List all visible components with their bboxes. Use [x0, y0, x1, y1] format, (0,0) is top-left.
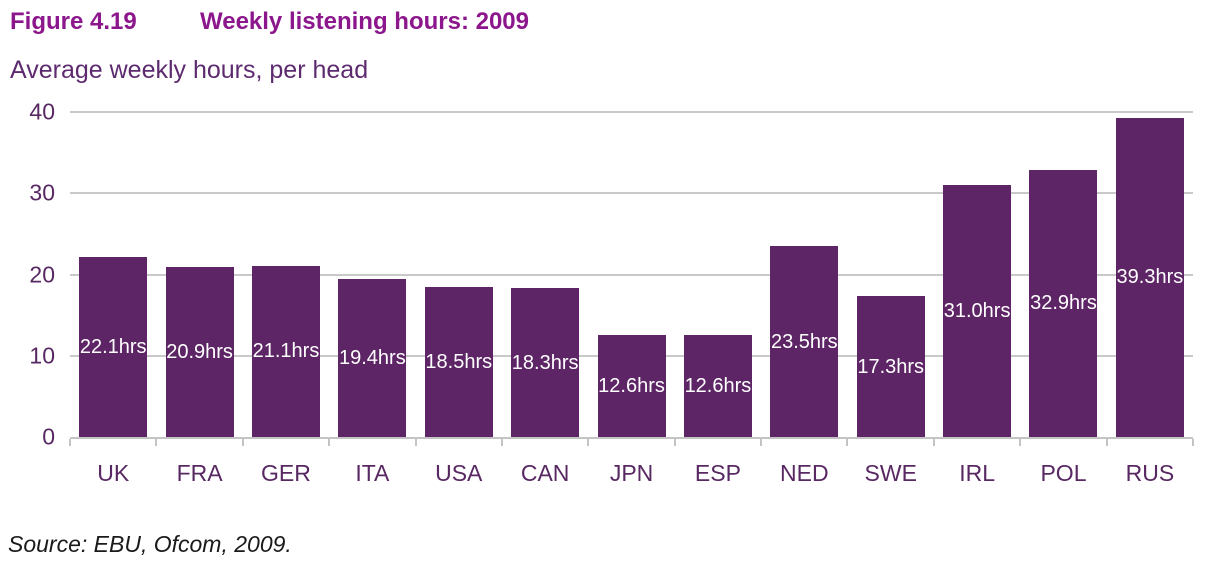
figure-number: Figure 4.19: [10, 8, 137, 35]
x-axis-tick: [500, 439, 503, 446]
x-axis-tick: [328, 439, 331, 446]
bar-value-label: 18.3hrs: [511, 351, 579, 374]
x-axis-tick: [673, 439, 676, 446]
bar-cell-esp: 12.6hrs: [675, 112, 761, 437]
bar-ned: 23.5hrs: [770, 246, 839, 437]
y-axis-tick-label-40: 40: [29, 98, 55, 125]
plot-area: 0 10 20 30 40 22.1hrs 20.9hrs 21.1hrs 19.4hrs 18…: [29, 100, 1194, 448]
bar-swe: 17.3hrs: [856, 296, 925, 437]
x-axis-label-swe: SWE: [864, 460, 917, 486]
bars-container: 22.1hrs 20.9hrs 21.1hrs 19.4hrs 18.5hrs 18.3h…: [70, 112, 1193, 437]
x-axis-tick: [1019, 439, 1022, 446]
bar-value-label: 31.0hrs: [943, 300, 1011, 323]
bar-fra: 20.9hrs: [165, 267, 234, 437]
x-axis-tick: [846, 439, 849, 446]
x-axis-label-jpn: JPN: [609, 460, 654, 486]
x-axis-label-fra: FRA: [176, 460, 223, 486]
x-axis-tick: [1105, 439, 1108, 446]
x-axis-label-pol: POL: [1040, 460, 1087, 486]
bar-can: 18.3hrs: [511, 288, 580, 437]
bar-value-label: 19.4hrs: [339, 347, 406, 370]
bar-value-label: 39.3hrs: [1116, 266, 1184, 289]
x-axis-tick: [760, 439, 763, 446]
bar-value-label: 17.3hrs: [857, 355, 925, 378]
bar-rus: 39.3hrs: [1115, 117, 1184, 437]
bar-cell-rus: 39.3hrs: [1107, 112, 1193, 437]
x-axis-tick: [1192, 439, 1194, 446]
x-axis-label-usa: USA: [435, 460, 483, 486]
x-axis-tick: [155, 439, 158, 446]
bar-uk: 22.1hrs: [79, 257, 148, 437]
gridline-40: [70, 111, 1193, 113]
bar-cell-usa: 18.5hrs: [416, 112, 502, 437]
bar-cell-uk: 22.1hrs: [70, 112, 156, 437]
bar-value-label: 20.9hrs: [166, 341, 233, 364]
bar-ita: 19.4hrs: [338, 279, 407, 437]
x-axis-label-ger: GER: [261, 460, 311, 486]
source-note: Source: EBU, Ofcom, 2009.: [8, 531, 292, 557]
bar-value-label: 12.6hrs: [598, 374, 665, 397]
bar-jpn: 12.6hrs: [597, 334, 666, 437]
bar-cell-can: 18.3hrs: [502, 112, 588, 437]
bar-value-label: 32.9hrs: [1030, 292, 1097, 315]
x-axis-labels: UK FRA GER ITA USA CAN JPN ESP NED SWE IRL POL RUS: [70, 460, 1193, 487]
figure-title-row: Figure 4.19 Weekly listening hours: 2009: [10, 8, 529, 36]
y-axis-tick-label-30: 30: [29, 179, 55, 206]
x-axis-label-irl: IRL: [959, 460, 995, 486]
x-axis-tick: [932, 439, 935, 446]
y-axis: 0 10 20 30 40: [0, 100, 55, 448]
bar-cell-ned: 23.5hrs: [761, 112, 847, 437]
x-axis-tick: [241, 439, 244, 446]
x-axis-label-esp: ESP: [694, 460, 741, 486]
chart-unit-subtitle: Average weekly hours, per head: [10, 56, 369, 84]
x-axis-label-can: CAN: [520, 460, 570, 486]
bar-cell-pol: 32.9hrs: [1020, 112, 1106, 437]
bar-cell-swe: 17.3hrs: [848, 112, 934, 437]
bar-value-label: 18.5hrs: [425, 350, 493, 373]
bar-value-label: 12.6hrs: [684, 374, 752, 397]
y-axis-tick-label-10: 10: [29, 342, 55, 369]
gridline-20: [70, 273, 1193, 276]
bar-value-label: 22.1hrs: [79, 336, 147, 359]
bar-cell-irl: 31.0hrs: [934, 112, 1020, 437]
y-axis-tick-label-20: 20: [29, 261, 55, 287]
x-axis-label-ita: ITA: [355, 460, 390, 486]
bar-cell-jpn: 12.6hrs: [588, 112, 674, 437]
bar-esp: 12.6hrs: [683, 334, 752, 437]
bar-cell-fra: 20.9hrs: [156, 112, 242, 437]
bar-usa: 18.5hrs: [424, 286, 493, 437]
gridline-30: [70, 192, 1193, 195]
y-axis-tick-label-0: 0: [42, 423, 55, 450]
x-axis-tick: [587, 439, 590, 446]
x-axis-tick: [69, 439, 71, 446]
x-axis-label-uk: UK: [97, 460, 130, 486]
bar-cell-ger: 21.1hrs: [243, 112, 329, 437]
bar-value-label: 23.5hrs: [770, 330, 838, 353]
bar-value-label: 21.1hrs: [252, 340, 320, 363]
x-axis-label-ned: NED: [780, 460, 829, 486]
x-axis-label-rus: RUS: [1125, 460, 1175, 486]
bar-cell-ita: 19.4hrs: [329, 112, 415, 437]
bar-irl: 31.0hrs: [943, 185, 1012, 437]
x-axis-tick: [414, 439, 417, 446]
bar-ger: 21.1hrs: [251, 265, 320, 437]
figure-title: Weekly listening hours: 2009: [200, 8, 530, 35]
bar-pol: 32.9hrs: [1029, 169, 1098, 437]
